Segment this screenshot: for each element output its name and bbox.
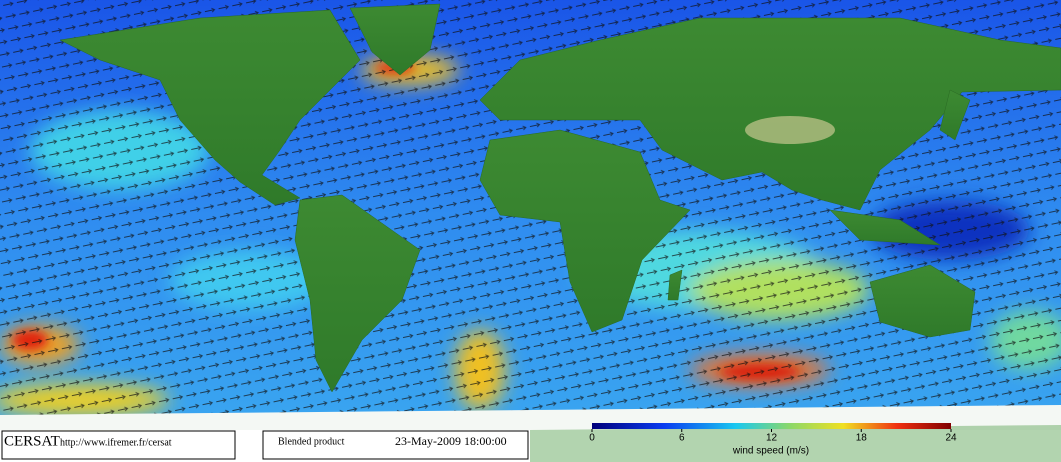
credit-box <box>1 430 236 460</box>
logo: CERSAT <box>4 433 60 449</box>
colorbar-label: wind speed (m/s) <box>732 446 809 457</box>
product: Blended product <box>278 436 345 447</box>
colorbar-tick-label: 24 <box>945 433 957 444</box>
product-box <box>262 430 529 460</box>
colorbar <box>592 423 951 429</box>
continents <box>59 3 1061 393</box>
colorbar-tick-label: 12 <box>766 433 778 444</box>
colorbar-tick-label: 6 <box>679 433 685 444</box>
colorbar-tick-label: 18 <box>856 433 868 444</box>
colorbar-tick-label: 0 <box>589 433 595 444</box>
url: http://www.ifremer.fr/cersat <box>60 437 172 448</box>
date: 23-May-2009 18:00:00 <box>395 434 507 448</box>
